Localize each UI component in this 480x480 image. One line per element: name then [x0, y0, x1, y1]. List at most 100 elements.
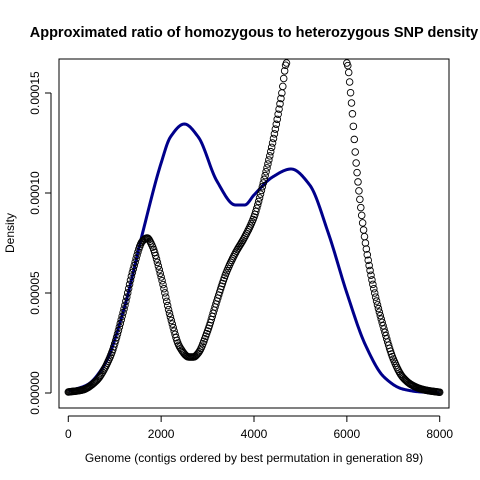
data-point — [352, 159, 360, 167]
y-tick-label: 0.00000 — [28, 371, 42, 415]
data-point — [258, 182, 267, 191]
data-point — [279, 74, 288, 83]
data-point — [193, 350, 202, 358]
x-axis: 0 2000 4000 6000 8000 — [65, 415, 453, 441]
data-point — [131, 258, 139, 266]
data-point — [152, 255, 161, 263]
data-point — [349, 122, 358, 131]
data-point — [378, 318, 386, 327]
data-point — [162, 293, 170, 301]
data-point — [265, 156, 273, 164]
x-tick-label: 2000 — [148, 427, 175, 441]
data-point — [379, 321, 387, 330]
y-axis: 0.00000 0.00005 0.00010 0.00015 — [28, 71, 52, 415]
data-point — [351, 148, 359, 156]
data-point — [119, 308, 127, 317]
data-point — [358, 219, 367, 227]
y-axis-label: Density — [3, 213, 17, 253]
data-point — [354, 178, 362, 186]
x-tick-label: 6000 — [334, 427, 361, 441]
data-point — [359, 226, 368, 234]
data-point — [279, 82, 287, 91]
data-point — [280, 67, 289, 75]
data-point — [275, 105, 283, 113]
y-tick-label: 0.00005 — [28, 271, 42, 315]
data-point — [160, 284, 168, 293]
data-point — [153, 258, 162, 267]
data-point — [122, 297, 130, 306]
data-point — [113, 330, 122, 338]
data-point — [344, 68, 353, 77]
data-point — [360, 232, 369, 241]
data-point — [259, 179, 268, 187]
data-point — [370, 285, 378, 293]
data-point — [168, 320, 177, 328]
data-point — [272, 120, 281, 129]
data-point — [267, 143, 276, 152]
data-point — [156, 269, 164, 278]
data-point — [370, 289, 379, 297]
data-point — [262, 168, 270, 176]
data-point — [362, 245, 371, 253]
plot-area — [64, 59, 444, 396]
data-point — [374, 304, 383, 313]
data-point — [124, 284, 133, 293]
data-point — [367, 271, 375, 280]
data-point — [371, 293, 380, 301]
data-point — [380, 325, 388, 333]
y-tick-label: 0.00010 — [28, 171, 42, 215]
data-point — [266, 152, 274, 160]
data-point — [366, 266, 374, 275]
data-point — [361, 239, 370, 247]
data-point — [274, 110, 282, 119]
data-point — [266, 147, 275, 156]
data-point — [125, 280, 134, 289]
data-point — [132, 254, 140, 263]
chart-title: Approximated ratio of homozygous to hete… — [30, 25, 478, 41]
data-point — [253, 204, 261, 213]
data-point — [369, 280, 377, 289]
data-point — [372, 297, 381, 305]
data-point — [263, 164, 271, 172]
data-point — [157, 273, 165, 281]
data-point — [129, 265, 138, 273]
data-point — [161, 289, 169, 297]
data-point — [255, 194, 264, 202]
data-point — [120, 305, 128, 313]
data-point — [348, 110, 357, 118]
data-point — [350, 135, 359, 144]
data-point — [270, 130, 279, 138]
data-point — [257, 186, 266, 195]
data-point — [111, 336, 120, 345]
data-point — [357, 211, 366, 220]
data-point — [261, 171, 269, 180]
data-point — [363, 250, 372, 259]
data-point — [159, 280, 167, 289]
data-point — [276, 100, 284, 108]
data-point — [347, 99, 356, 107]
data-point — [273, 115, 281, 124]
data-point — [165, 309, 174, 318]
data-point — [164, 305, 173, 314]
data-point — [375, 308, 384, 316]
data-point — [167, 316, 176, 325]
data-point — [269, 134, 278, 143]
data-point — [126, 276, 135, 284]
data-point — [115, 323, 124, 331]
data-point — [123, 289, 132, 297]
data-point — [158, 276, 166, 285]
data-point — [368, 276, 376, 284]
data-point — [271, 125, 280, 133]
data-point — [163, 301, 172, 310]
data-point — [114, 326, 123, 335]
x-tick-label: 8000 — [426, 427, 453, 441]
data-point — [127, 272, 136, 280]
data-point — [253, 201, 262, 209]
data-point — [435, 388, 444, 396]
data-point — [355, 187, 363, 195]
data-point — [155, 265, 164, 274]
data-point — [364, 256, 372, 264]
data-point — [346, 88, 355, 97]
data-point — [118, 312, 126, 320]
